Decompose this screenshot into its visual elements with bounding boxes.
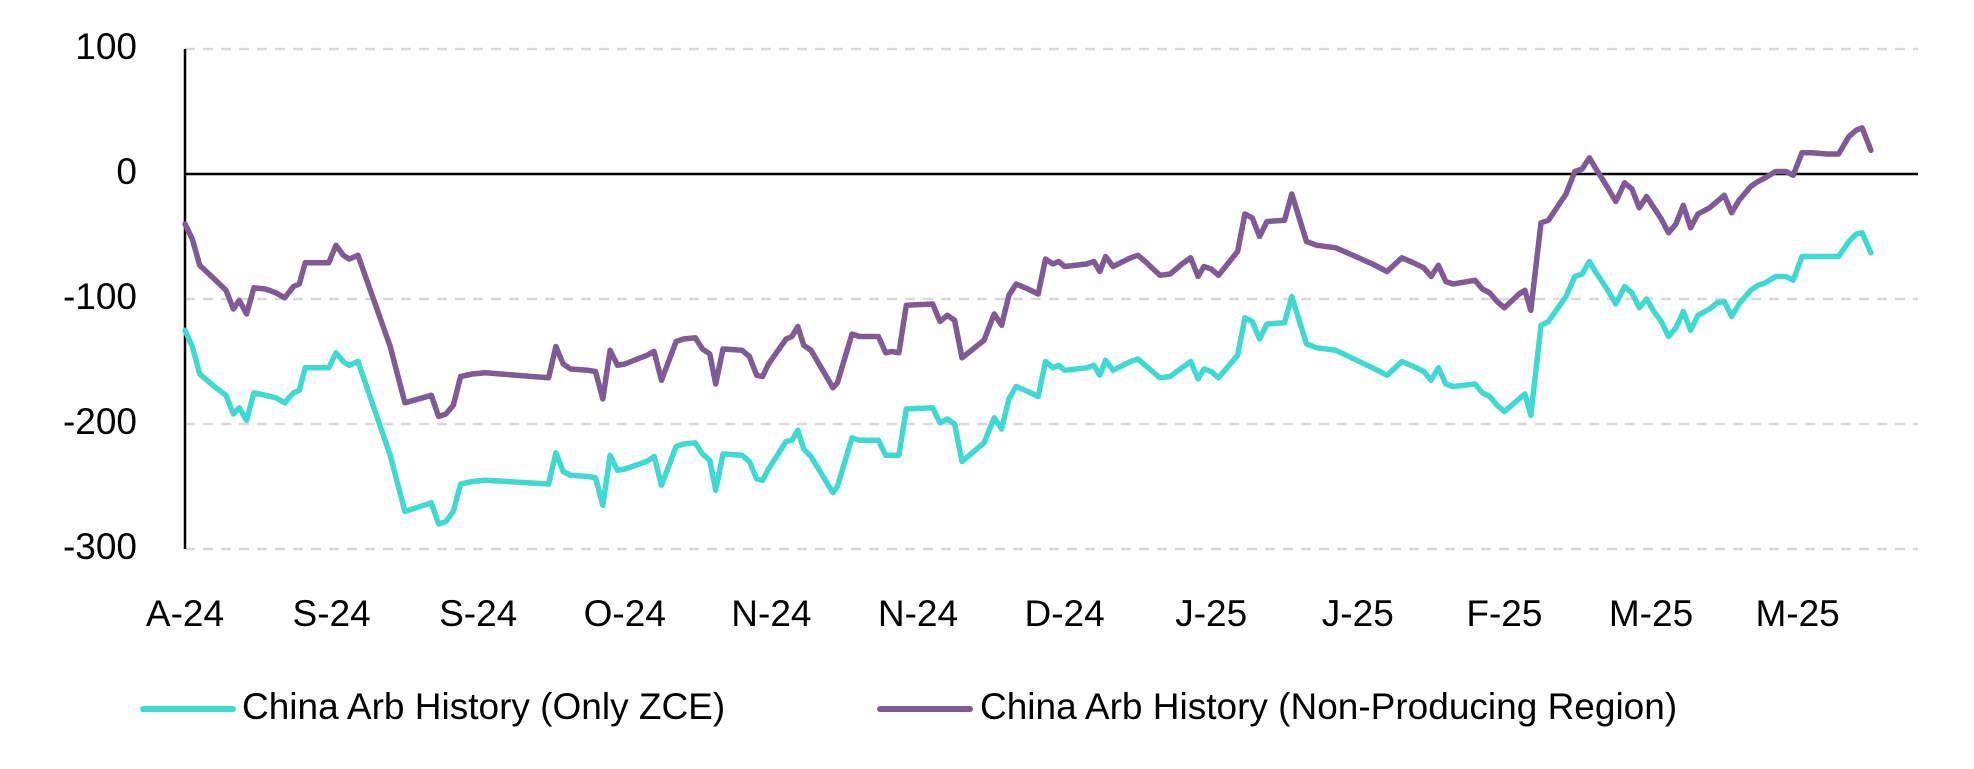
x-tick-label: J-25 [1175, 593, 1247, 634]
series-line-non-producing-region [182, 125, 1874, 420]
x-tick-label: O-24 [584, 593, 666, 634]
y-tick-label: 100 [75, 26, 137, 67]
x-tick-label: M-25 [1755, 593, 1839, 634]
y-tick-label: 0 [116, 151, 137, 192]
x-tick-label: J-25 [1322, 593, 1394, 634]
x-tick-label: A-24 [146, 593, 224, 634]
legend: China Arb History (Only ZCE) China Arb Hi… [140, 686, 1677, 727]
axes [183, 49, 1918, 549]
x-tick-label: S-24 [439, 593, 517, 634]
legend-label: China Arb History (Only ZCE) [242, 686, 725, 727]
legend-label: China Arb History (Non-Producing Region) [980, 686, 1677, 727]
x-tick-label: S-24 [293, 593, 371, 634]
x-tick-label: D-24 [1024, 593, 1104, 634]
series-lines [182, 125, 1874, 527]
x-tick-label: M-25 [1609, 593, 1693, 634]
gridlines [185, 47, 1918, 551]
x-tick-label: N-24 [731, 593, 811, 634]
y-tick-label: -300 [63, 526, 137, 567]
x-axis-ticks: A-24 S-24 S-24 O-24 N-24 N-24 D-24 J-25 J-25 F-25… [146, 593, 1840, 634]
x-tick-label: F-25 [1466, 593, 1542, 634]
series-line-only-zce [182, 230, 1874, 527]
x-tick-label: N-24 [878, 593, 958, 634]
y-tick-label: -100 [63, 276, 137, 317]
y-axis-ticks: 100 0 -100 -200 -300 [63, 26, 137, 567]
y-tick-label: -200 [63, 401, 137, 442]
